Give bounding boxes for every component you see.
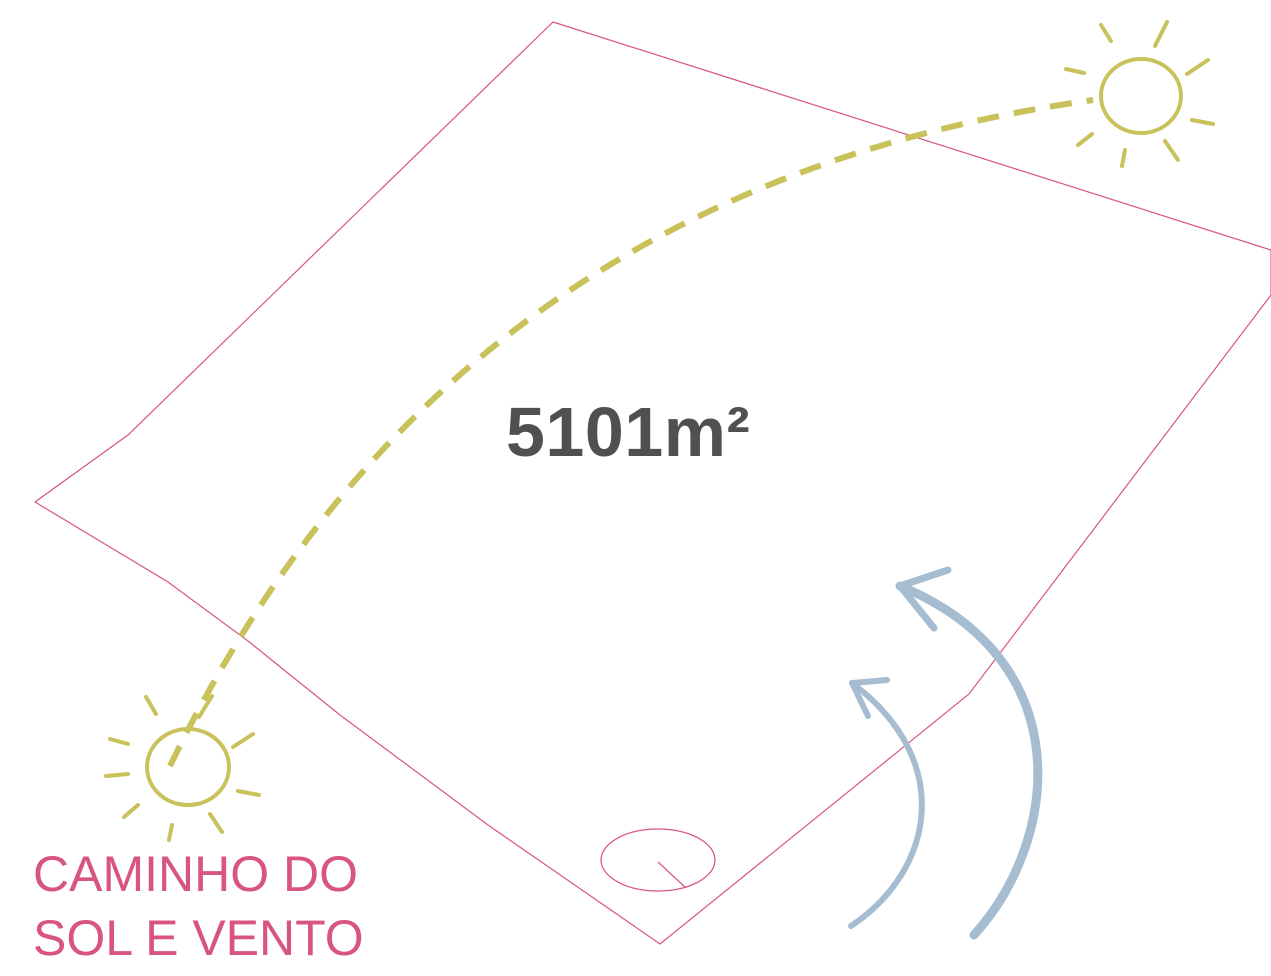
sun-path <box>167 97 1094 768</box>
curved-arrow-icon <box>895 566 1043 940</box>
plot-area-label: 5101m² <box>506 393 751 471</box>
sun-icon <box>1064 20 1215 168</box>
caption-line-2: SOL E VENTO <box>33 910 364 966</box>
diagram-caption: CAMINHO DO SOL E VENTO <box>33 842 364 970</box>
compass-icon <box>600 828 716 892</box>
plot-boundary <box>33 21 1271 945</box>
sun-icon <box>104 694 261 842</box>
curved-arrow-icon <box>848 677 925 929</box>
caption-line-1: CAMINHO DO <box>33 846 358 902</box>
